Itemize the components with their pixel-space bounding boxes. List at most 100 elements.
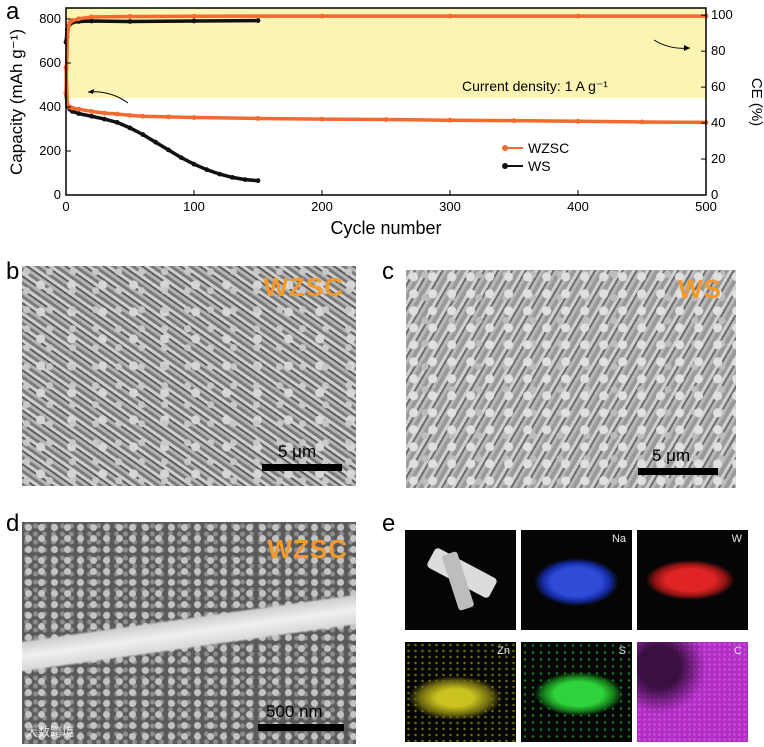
scale-bar-label: 5 μm bbox=[278, 442, 317, 461]
element-label: Na bbox=[611, 533, 626, 545]
y2-tick-label: 0 bbox=[711, 187, 718, 202]
highlight-band bbox=[66, 8, 706, 99]
data-point bbox=[230, 175, 235, 180]
data-point bbox=[178, 155, 184, 161]
data-point bbox=[191, 18, 197, 24]
data-point bbox=[127, 19, 133, 24]
scale-bar-label: 5 μm bbox=[652, 446, 691, 465]
element-label: S bbox=[618, 645, 626, 657]
scale-bar bbox=[638, 468, 718, 475]
panel-letter-c: c bbox=[382, 258, 394, 285]
data-point bbox=[255, 18, 261, 23]
data-point bbox=[76, 16, 82, 22]
y-tick-label: 200 bbox=[39, 143, 61, 158]
element-label: C bbox=[734, 645, 742, 657]
data-point bbox=[217, 171, 223, 177]
data-point bbox=[76, 106, 82, 112]
data-point bbox=[447, 117, 453, 123]
element-label: W bbox=[731, 533, 742, 545]
data-point bbox=[255, 178, 261, 184]
panel-letter-d: d bbox=[6, 510, 20, 537]
scale-bar bbox=[262, 464, 342, 471]
data-point bbox=[191, 13, 197, 19]
scale-bar-label: 500 nm bbox=[266, 702, 323, 721]
scale-bar bbox=[258, 724, 344, 731]
data-point bbox=[191, 115, 197, 120]
y-tick-label: 800 bbox=[39, 11, 61, 26]
legend-wzsc-marker bbox=[502, 145, 508, 151]
data-point bbox=[166, 147, 171, 153]
data-point bbox=[575, 118, 581, 124]
panel-letter-b: b bbox=[6, 258, 20, 285]
y2-tick-label: 100 bbox=[711, 7, 733, 22]
data-point bbox=[140, 132, 146, 137]
panel-letter-e: e bbox=[382, 510, 396, 537]
data-point bbox=[639, 119, 645, 125]
data-point bbox=[70, 109, 75, 114]
data-point bbox=[447, 13, 453, 19]
sem-image-wzsc-zoom: WZSC 500 nm 大数跨境 bbox=[22, 522, 356, 744]
y-axis-label: Capacity (mAh g⁻¹) bbox=[7, 29, 26, 175]
element-label: Zn bbox=[497, 645, 510, 657]
eds-map-w: W bbox=[637, 530, 748, 630]
x-tick-label: 0 bbox=[62, 199, 69, 214]
y2-tick-label: 20 bbox=[711, 151, 725, 166]
data-point bbox=[127, 112, 133, 118]
eds-map-zn: Zn bbox=[405, 642, 516, 742]
x-tick-label: 500 bbox=[695, 199, 717, 214]
sem-label-ws: WS bbox=[678, 274, 722, 304]
data-point bbox=[127, 14, 133, 19]
data-point bbox=[102, 116, 107, 122]
data-point bbox=[89, 109, 94, 114]
series-line-ws-capacity bbox=[64, 92, 259, 183]
watermark: 大数跨境 bbox=[26, 725, 75, 739]
data-point bbox=[70, 18, 75, 23]
data-point bbox=[242, 177, 248, 183]
x-tick-label: 400 bbox=[567, 199, 589, 214]
eds-map-c: C bbox=[637, 642, 748, 742]
data-point bbox=[140, 113, 146, 119]
eds-map-s: S bbox=[521, 642, 632, 742]
y-tick-label: 600 bbox=[39, 55, 61, 70]
y-tick-label: 0 bbox=[54, 187, 61, 202]
x-axis-label: Cycle number bbox=[330, 218, 441, 238]
data-point bbox=[575, 13, 581, 19]
x-tick-label: 100 bbox=[183, 199, 205, 214]
data-point bbox=[76, 111, 82, 116]
data-point bbox=[191, 161, 197, 167]
data-point bbox=[319, 13, 325, 19]
data-point bbox=[127, 125, 133, 131]
sem-label-wzsc-zoom: WZSC bbox=[267, 534, 348, 564]
legend-ws-marker bbox=[502, 163, 508, 169]
legend-wzsc-label: WZSC bbox=[528, 140, 569, 156]
y2-tick-label: 40 bbox=[711, 115, 725, 130]
arrow-right-head bbox=[684, 45, 690, 51]
plot-frame bbox=[65, 7, 707, 196]
data-point bbox=[70, 105, 75, 111]
arrow-left-head bbox=[88, 89, 94, 94]
current-density-annotation: Current density: 1 A g⁻¹ bbox=[462, 78, 608, 94]
data-point bbox=[166, 114, 171, 120]
data-point bbox=[89, 18, 94, 24]
y-tick-label: 400 bbox=[39, 99, 61, 114]
panel-letter-a: a bbox=[6, 0, 20, 25]
legend-ws-label: WS bbox=[528, 158, 551, 174]
data-point bbox=[114, 120, 120, 125]
y2-tick-label: 80 bbox=[711, 43, 725, 58]
data-point bbox=[383, 117, 389, 122]
eds-map-na: Na bbox=[521, 530, 632, 630]
data-point bbox=[102, 110, 107, 116]
data-point bbox=[204, 167, 210, 173]
cycling-chart: 0 100 200 300 400 500020040060080002040608010… bbox=[7, 7, 764, 238]
eds-map-haadf bbox=[405, 530, 516, 630]
data-point bbox=[114, 111, 120, 117]
sem-image-ws: WS 5 μm bbox=[406, 270, 736, 488]
y2-axis-label: CE (%) bbox=[748, 78, 764, 126]
y2-tick-label: 60 bbox=[711, 79, 725, 94]
data-point bbox=[511, 118, 517, 124]
sem-label-wzsc: WZSC bbox=[263, 272, 344, 302]
x-tick-label: 200 bbox=[311, 199, 333, 214]
x-tick-label: 300 bbox=[439, 199, 461, 214]
data-point bbox=[89, 113, 94, 119]
data-point bbox=[255, 116, 261, 121]
